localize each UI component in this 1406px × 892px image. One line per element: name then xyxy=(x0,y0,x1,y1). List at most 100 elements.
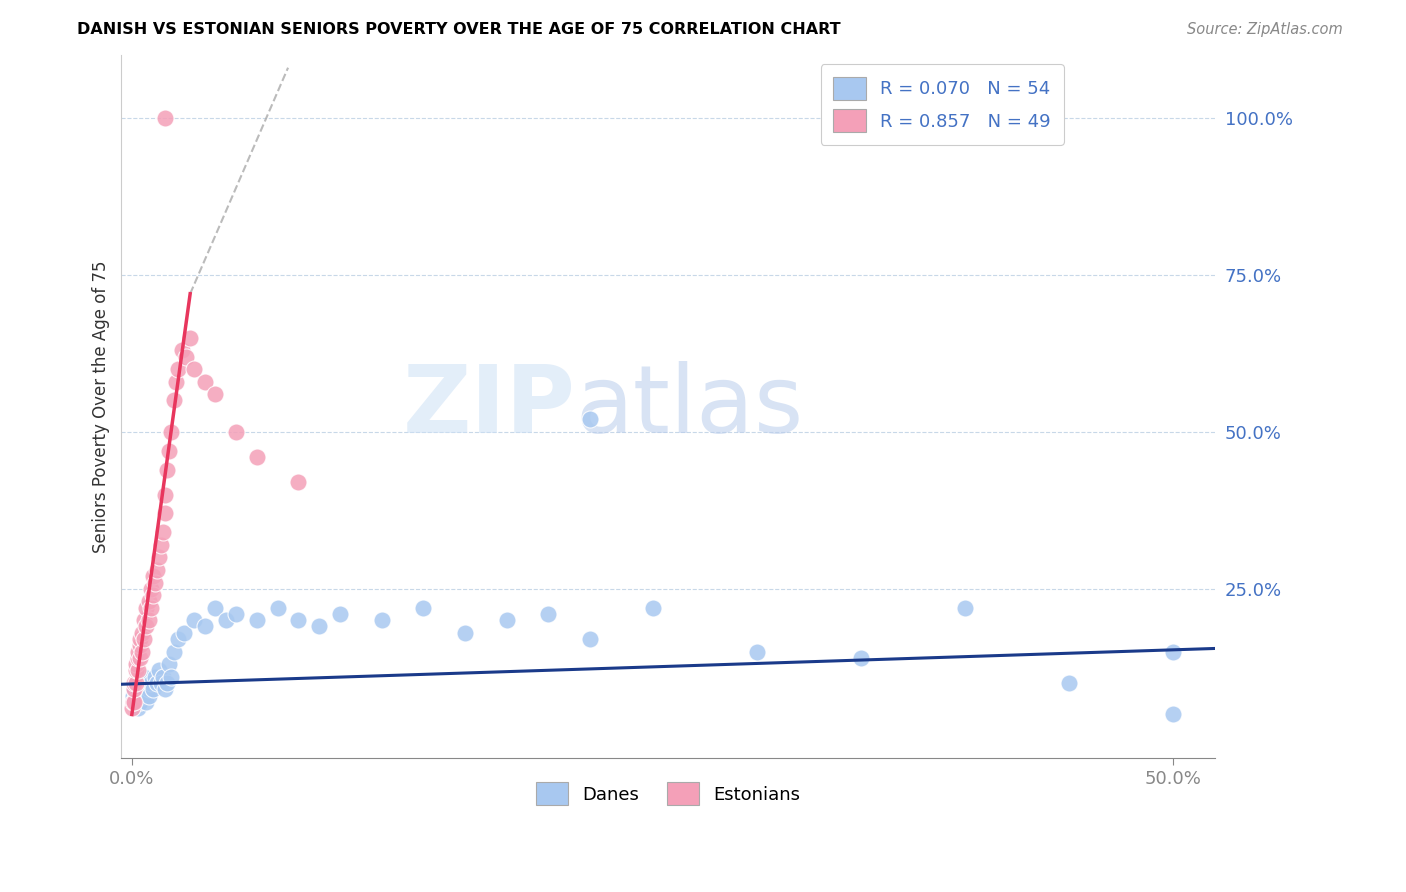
Point xyxy=(537,607,560,621)
Point xyxy=(131,625,153,640)
Point xyxy=(953,600,976,615)
Point xyxy=(179,331,201,345)
Point xyxy=(165,375,187,389)
Point xyxy=(150,676,173,690)
Point xyxy=(849,651,872,665)
Point xyxy=(266,600,288,615)
Point xyxy=(134,670,156,684)
Point xyxy=(194,375,217,389)
Point xyxy=(152,525,174,540)
Point xyxy=(160,425,183,439)
Point xyxy=(156,676,179,690)
Point xyxy=(122,695,145,709)
Point xyxy=(138,613,160,627)
Point xyxy=(139,600,162,615)
Point xyxy=(183,613,205,627)
Point xyxy=(122,695,145,709)
Legend: Danes, Estonians: Danes, Estonians xyxy=(524,772,811,816)
Point xyxy=(142,682,165,697)
Point xyxy=(146,676,169,690)
Point xyxy=(138,682,160,697)
Point xyxy=(1057,676,1080,690)
Point xyxy=(134,632,156,646)
Point xyxy=(148,550,170,565)
Point xyxy=(204,387,226,401)
Point xyxy=(129,651,152,665)
Point xyxy=(579,632,602,646)
Point xyxy=(152,670,174,684)
Point xyxy=(214,613,236,627)
Point xyxy=(246,450,269,464)
Point xyxy=(225,425,247,439)
Point xyxy=(131,682,153,697)
Text: ZIP: ZIP xyxy=(402,360,575,453)
Point xyxy=(160,670,183,684)
Point xyxy=(579,412,602,426)
Point xyxy=(308,619,330,633)
Point xyxy=(641,600,664,615)
Point xyxy=(287,475,309,489)
Point xyxy=(1161,644,1184,658)
Point xyxy=(287,613,309,627)
Point xyxy=(170,343,193,358)
Point xyxy=(157,657,180,672)
Point xyxy=(183,362,205,376)
Point xyxy=(134,613,156,627)
Point xyxy=(135,600,157,615)
Point xyxy=(138,594,160,608)
Point xyxy=(125,676,148,690)
Point xyxy=(150,538,173,552)
Point xyxy=(139,582,162,596)
Point xyxy=(166,362,188,376)
Point xyxy=(153,488,176,502)
Point xyxy=(329,607,352,621)
Point xyxy=(1161,707,1184,722)
Point xyxy=(125,689,148,703)
Point xyxy=(129,689,152,703)
Point xyxy=(204,600,226,615)
Point xyxy=(125,657,148,672)
Point xyxy=(122,682,145,697)
Point xyxy=(153,111,176,125)
Point xyxy=(156,462,179,476)
Point xyxy=(194,619,217,633)
Point xyxy=(131,676,153,690)
Point xyxy=(174,350,197,364)
Point xyxy=(134,689,156,703)
Text: Source: ZipAtlas.com: Source: ZipAtlas.com xyxy=(1187,22,1343,37)
Point xyxy=(122,689,145,703)
Point xyxy=(454,625,477,640)
Point xyxy=(135,619,157,633)
Point xyxy=(225,607,247,621)
Text: DANISH VS ESTONIAN SENIORS POVERTY OVER THE AGE OF 75 CORRELATION CHART: DANISH VS ESTONIAN SENIORS POVERTY OVER … xyxy=(77,22,841,37)
Point xyxy=(129,638,152,652)
Point xyxy=(148,664,170,678)
Point xyxy=(125,664,148,678)
Point xyxy=(122,682,145,697)
Point xyxy=(127,701,149,715)
Point xyxy=(157,443,180,458)
Point xyxy=(162,393,184,408)
Point xyxy=(138,689,160,703)
Point xyxy=(745,644,768,658)
Point xyxy=(122,676,145,690)
Point xyxy=(146,563,169,577)
Point xyxy=(127,664,149,678)
Point xyxy=(125,676,148,690)
Point xyxy=(131,644,153,658)
Text: atlas: atlas xyxy=(575,360,803,453)
Point xyxy=(173,625,195,640)
Point xyxy=(153,507,176,521)
Y-axis label: Seniors Poverty Over the Age of 75: Seniors Poverty Over the Age of 75 xyxy=(93,260,110,553)
Point xyxy=(139,676,162,690)
Point xyxy=(143,575,166,590)
Point xyxy=(162,644,184,658)
Point xyxy=(142,588,165,602)
Point xyxy=(166,632,188,646)
Point xyxy=(495,613,517,627)
Point xyxy=(129,695,152,709)
Point xyxy=(135,695,157,709)
Point xyxy=(143,670,166,684)
Point xyxy=(121,701,143,715)
Point xyxy=(412,600,434,615)
